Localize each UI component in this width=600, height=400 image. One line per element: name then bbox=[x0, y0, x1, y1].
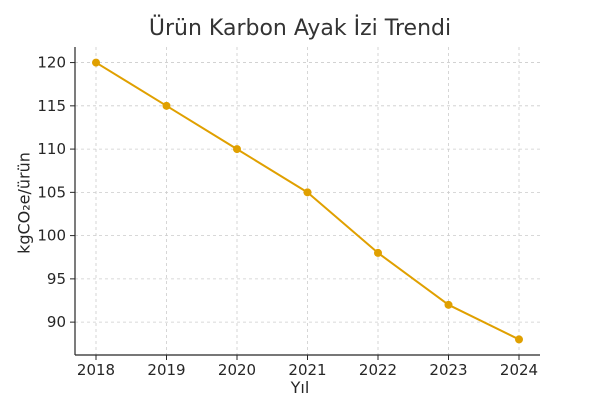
chart-title: Ürün Karbon Ayak İzi Trendi bbox=[148, 16, 452, 41]
y-tick-label: 90 bbox=[47, 313, 66, 331]
y-tick-label: 95 bbox=[47, 270, 66, 288]
data-point bbox=[515, 335, 523, 344]
y-tick-label: 100 bbox=[37, 227, 66, 245]
data-point bbox=[233, 145, 241, 154]
x-axis-label: Yıl bbox=[290, 378, 310, 397]
series bbox=[92, 58, 523, 344]
x-tick-label: 2020 bbox=[218, 361, 256, 379]
y-tick-label: 105 bbox=[37, 183, 66, 201]
data-point bbox=[162, 101, 171, 110]
y-tick-label: 110 bbox=[37, 140, 66, 158]
data-point bbox=[303, 188, 312, 197]
y-axis-label: kgCO₂e/ürün bbox=[14, 152, 34, 254]
ticks: 2018 2019 2020 2021 2022 2023 2024 90 95 100 105 11… bbox=[37, 54, 538, 379]
x-tick-label: 2022 bbox=[359, 361, 397, 379]
data-point bbox=[444, 300, 453, 309]
x-tick-label: 2018 bbox=[77, 361, 115, 379]
y-tick-label: 120 bbox=[37, 54, 66, 72]
data-point bbox=[374, 248, 382, 257]
y-tick-label: 115 bbox=[37, 97, 66, 115]
x-tick-label: 2021 bbox=[288, 361, 326, 379]
x-tick-label: 2023 bbox=[429, 361, 467, 379]
x-tick-label: 2024 bbox=[500, 361, 538, 379]
data-point bbox=[92, 58, 100, 67]
x-tick-label: 2019 bbox=[147, 361, 185, 379]
series-line bbox=[95, 61, 520, 341]
